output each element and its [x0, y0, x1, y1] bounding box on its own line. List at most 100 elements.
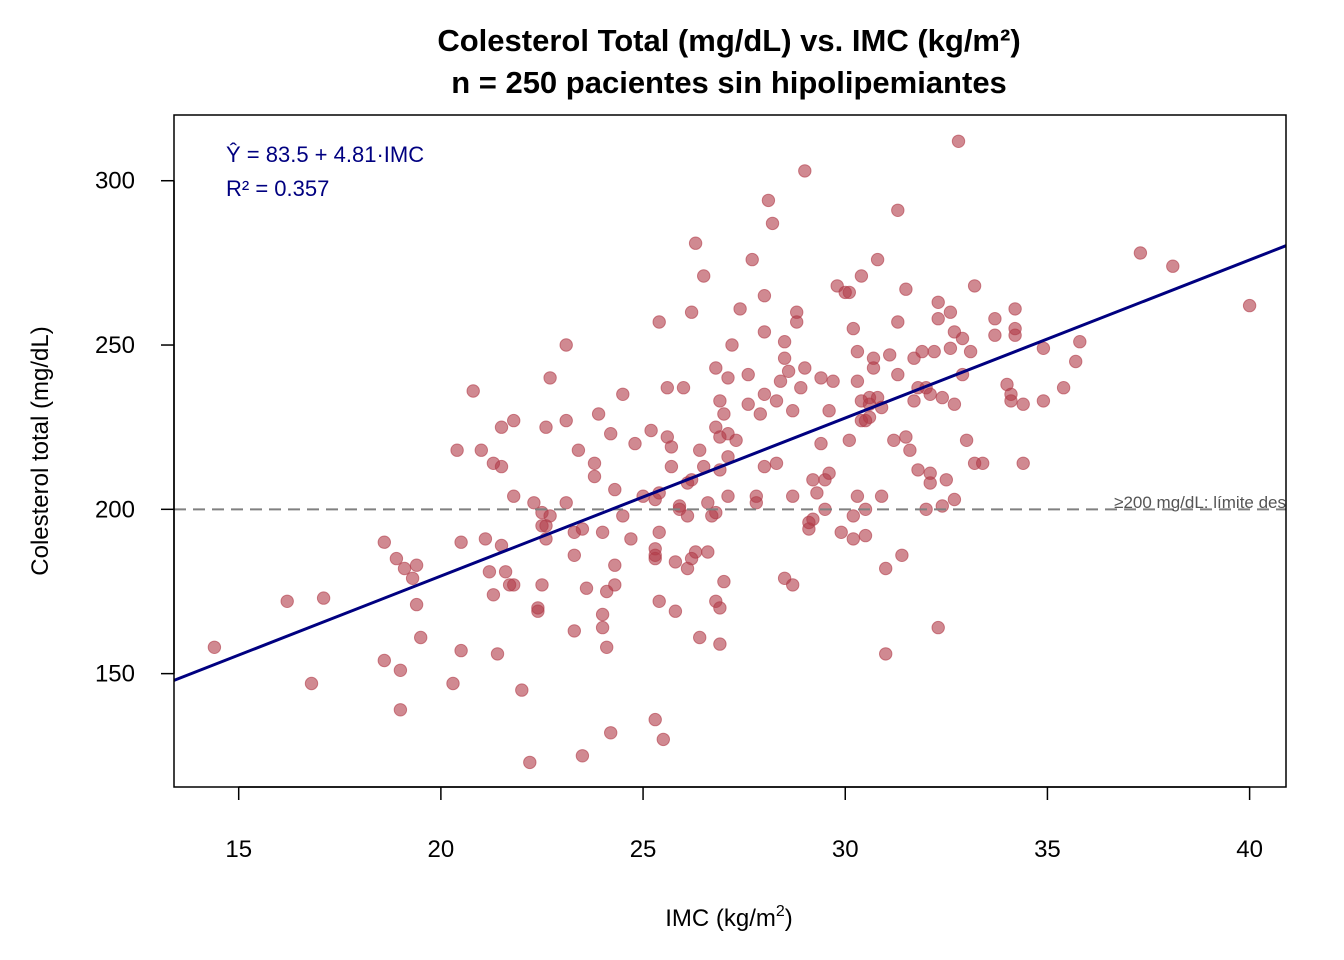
data-point — [701, 545, 715, 559]
data-point — [595, 525, 610, 539]
data-point — [854, 269, 869, 283]
data-point — [316, 591, 331, 605]
data-point — [923, 476, 937, 490]
data-point — [939, 473, 953, 487]
data-point — [798, 164, 812, 178]
data-point — [648, 712, 662, 727]
data-point — [951, 134, 966, 149]
data-point — [656, 732, 670, 747]
data-point — [943, 305, 958, 319]
data-point — [490, 647, 505, 661]
data-point — [608, 482, 622, 497]
data-point — [717, 407, 731, 421]
data-point — [903, 443, 917, 457]
data-point — [879, 647, 893, 661]
y-tick-label: 200 — [95, 496, 135, 523]
data-point — [806, 473, 820, 487]
data-point — [931, 312, 945, 326]
data-point — [579, 581, 594, 595]
data-point — [676, 381, 691, 395]
data-point — [652, 594, 666, 608]
data-point — [644, 423, 658, 438]
data-point — [846, 321, 860, 336]
x-axis-title-superscript: 2 — [776, 903, 785, 920]
chart-subtitle: n = 250 pacientes sin hipolipemiantes — [451, 65, 1007, 100]
data-point — [389, 551, 404, 566]
data-point — [883, 348, 897, 362]
data-point — [967, 279, 982, 293]
data-point — [749, 496, 763, 510]
data-point — [571, 443, 586, 457]
data-point — [684, 305, 699, 319]
data-point — [535, 578, 549, 592]
data-point — [600, 640, 614, 654]
data-point — [595, 607, 610, 622]
data-point — [377, 653, 391, 668]
data-point — [1073, 335, 1087, 349]
data-point — [741, 397, 755, 411]
data-point — [624, 532, 638, 546]
data-point — [377, 535, 391, 549]
data-point — [1016, 456, 1030, 470]
data-point — [1036, 394, 1051, 408]
y-axis: 150 200 250 300 — [95, 168, 175, 688]
data-point — [567, 624, 581, 638]
data-point — [587, 469, 602, 484]
data-point — [959, 433, 974, 447]
data-point — [693, 443, 707, 457]
data-point — [207, 640, 222, 654]
data-point — [709, 361, 723, 375]
data-point — [652, 525, 666, 539]
data-point — [1008, 328, 1022, 342]
data-point — [1133, 246, 1148, 260]
data-point — [1004, 394, 1018, 408]
data-point — [790, 315, 804, 329]
data-point — [628, 436, 642, 451]
data-point — [947, 397, 962, 411]
data-point — [834, 525, 848, 539]
data-point — [806, 512, 820, 526]
data-point — [604, 726, 618, 740]
data-point — [688, 236, 703, 250]
data-point — [850, 489, 865, 503]
data-point — [911, 463, 925, 477]
data-point — [713, 601, 727, 615]
data-point — [652, 315, 666, 329]
data-point — [507, 489, 521, 503]
data-point — [482, 565, 497, 579]
data-point — [862, 410, 877, 424]
data-point — [664, 459, 679, 474]
data-point — [935, 390, 949, 405]
regression-line — [173, 244, 1287, 682]
data-point — [507, 578, 521, 592]
data-point — [616, 509, 630, 523]
data-point — [858, 528, 873, 543]
data-point — [988, 328, 1002, 342]
data-point — [874, 489, 889, 503]
data-point — [693, 630, 707, 645]
data-point — [1069, 354, 1083, 369]
data-point — [753, 407, 767, 421]
data-point — [846, 532, 860, 546]
data-point — [1166, 259, 1180, 273]
data-point — [393, 703, 408, 717]
reference-line-label: ≥200 mg/dL: límite des — [1114, 493, 1286, 512]
data-point — [786, 489, 800, 503]
data-point — [879, 561, 893, 576]
data-point — [786, 578, 800, 592]
data-point — [1242, 298, 1257, 313]
x-axis: 15 20 25 30 35 40 — [225, 786, 1263, 863]
data-point — [781, 364, 796, 378]
x-tick-label: 35 — [1034, 836, 1061, 863]
data-point — [713, 637, 727, 651]
data-point — [494, 459, 509, 474]
data-point — [891, 315, 905, 329]
data-point — [531, 601, 545, 615]
data-point — [515, 683, 529, 697]
data-point — [409, 558, 424, 572]
regression-equation: Ŷ = 83.5 + 4.81·IMC — [226, 142, 424, 167]
data-point — [725, 338, 739, 352]
data-point — [757, 387, 772, 401]
data-point — [822, 404, 836, 418]
